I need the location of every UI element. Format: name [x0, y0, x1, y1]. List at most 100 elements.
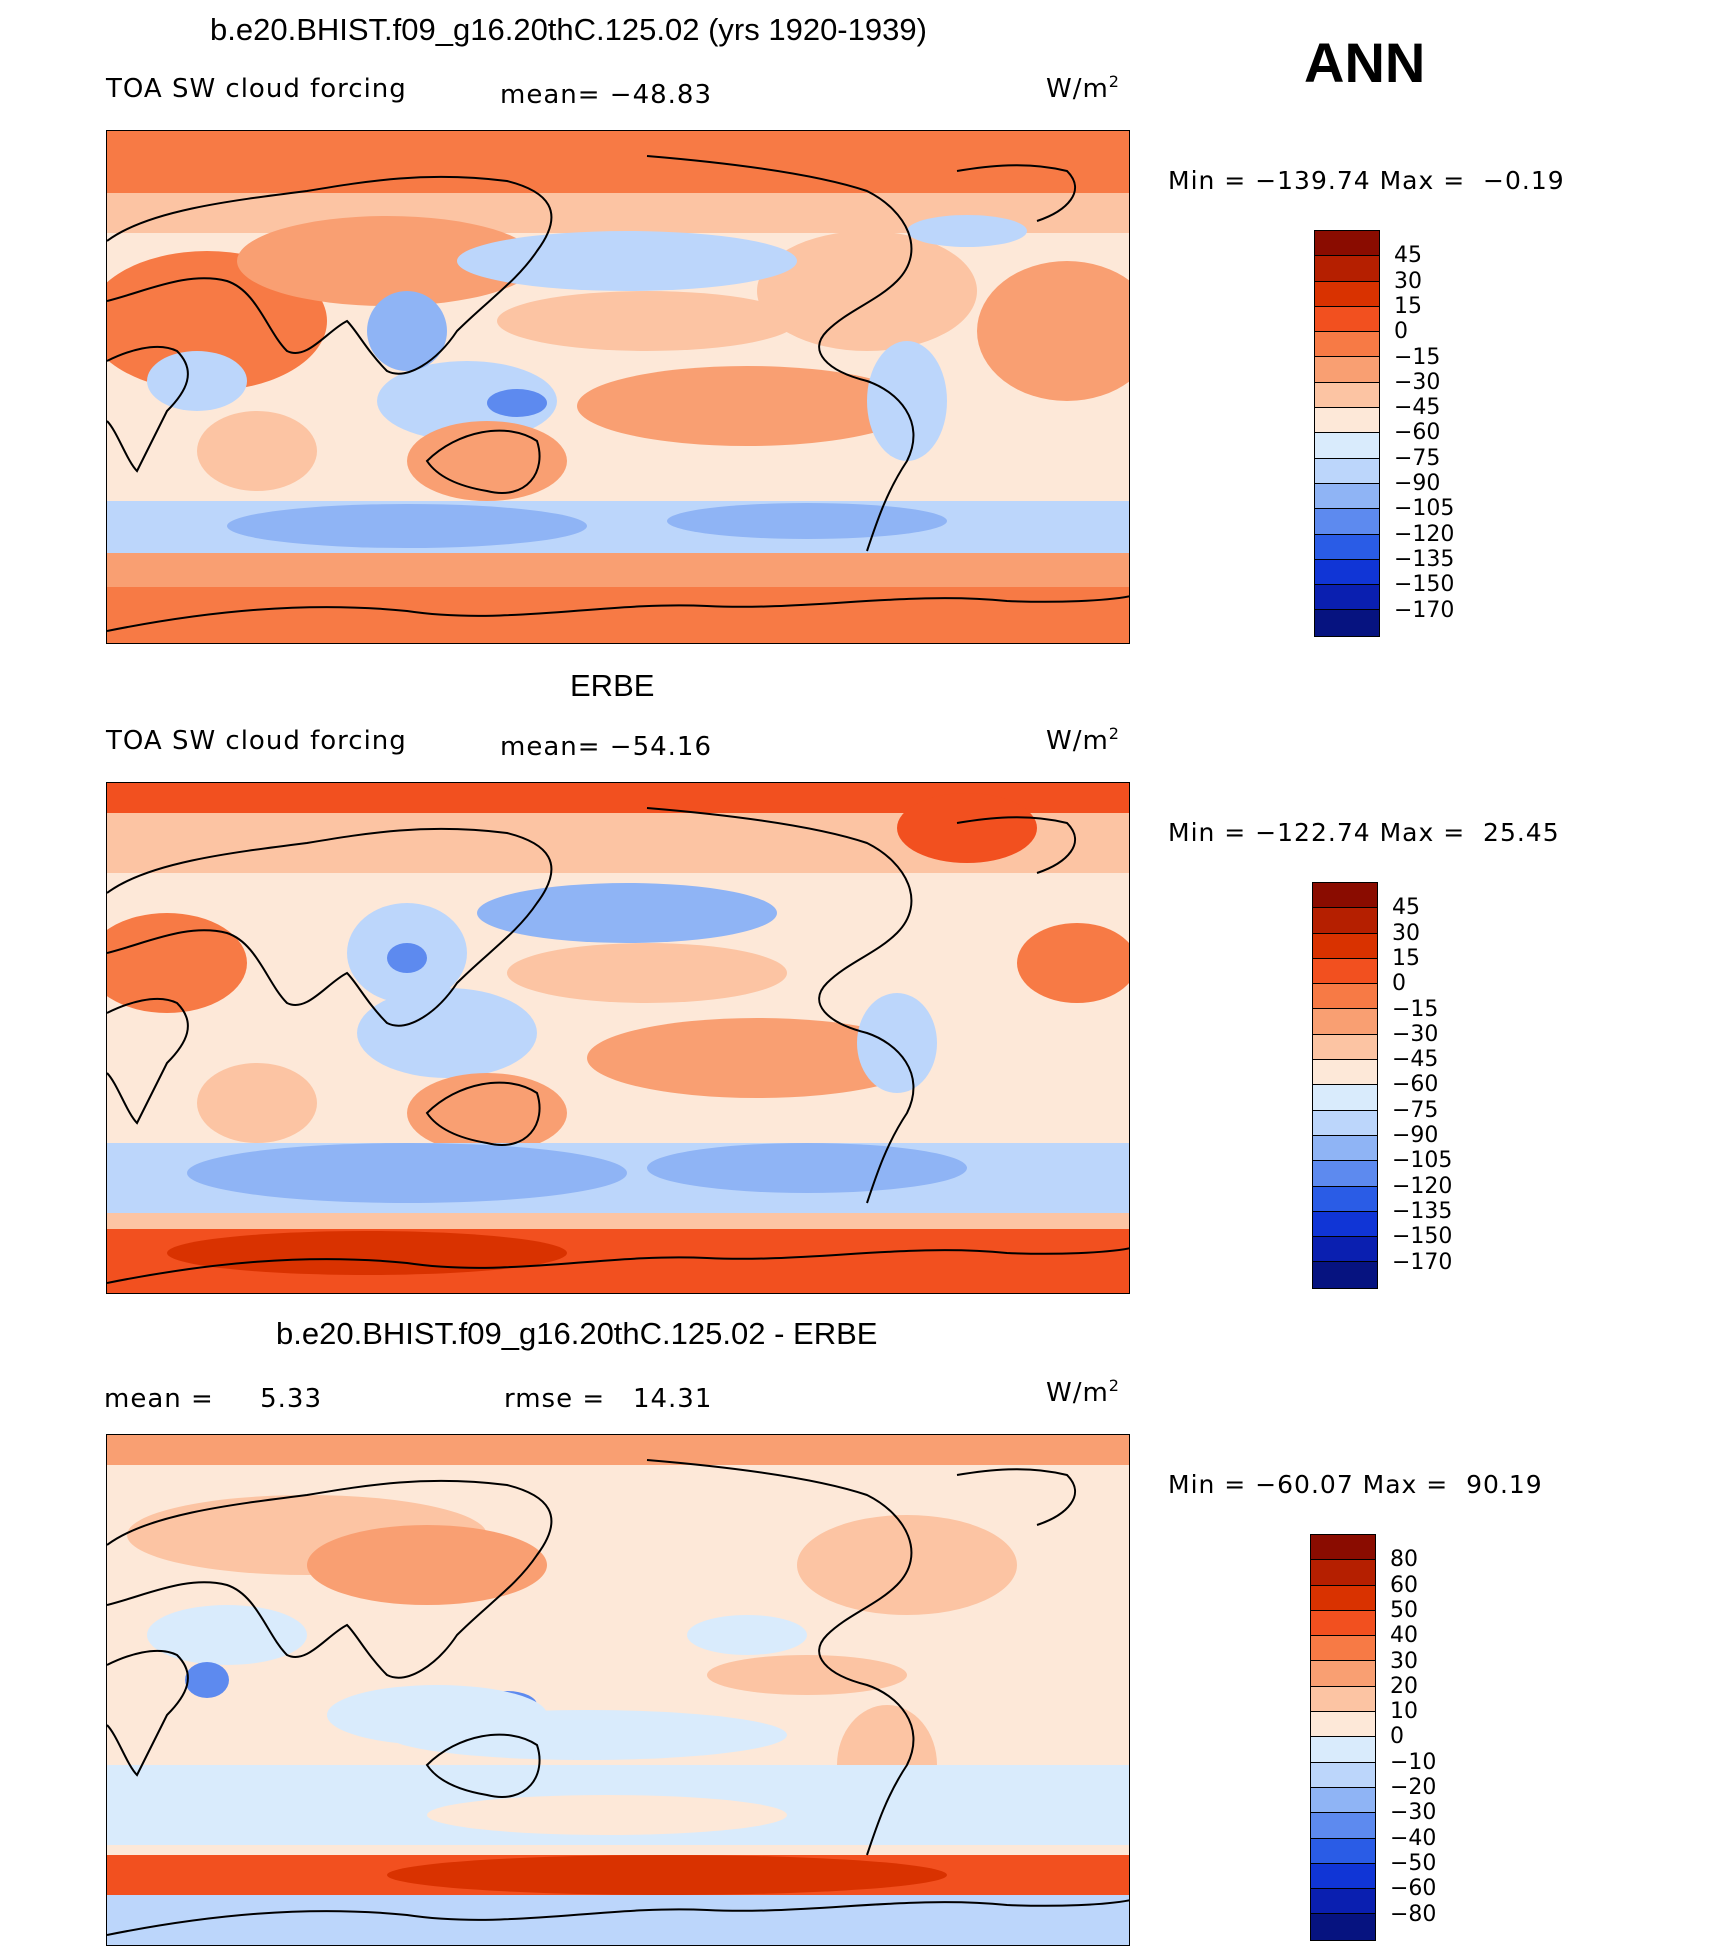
colorbar-label: 20 — [1390, 1673, 1418, 1699]
colorbar-label: −120 — [1394, 521, 1455, 547]
colorbar-swatch — [1313, 1009, 1377, 1035]
colorbar-swatch — [1313, 933, 1377, 959]
colorbar-label: −60 — [1392, 1072, 1439, 1098]
colorbar-swatch — [1313, 908, 1377, 934]
panel-1-minmax: Min = −139.74 Max = −0.19 — [1168, 166, 1565, 195]
colorbar-swatch — [1311, 1737, 1375, 1763]
colorbar-label: −170 — [1394, 597, 1455, 623]
panel-2-minmax: Min = −122.74 Max = 25.45 — [1168, 818, 1560, 847]
colorbar-swatch — [1315, 610, 1379, 636]
colorbar-swatch — [1315, 357, 1379, 383]
colorbar-label: −30 — [1394, 369, 1441, 395]
colorbar-swatch — [1311, 1686, 1375, 1713]
colorbar-swatch — [1315, 382, 1379, 409]
colorbar-label: −15 — [1392, 996, 1439, 1022]
colorbar-swatch — [1311, 1762, 1375, 1788]
colorbar-label: −150 — [1394, 572, 1455, 598]
colorbar-swatch — [1311, 1661, 1375, 1687]
colorbar-label: −75 — [1392, 1097, 1439, 1123]
colorbar-swatch — [1311, 1838, 1375, 1864]
colorbar-label: 80 — [1390, 1547, 1418, 1573]
panel-3-units: W/m2 — [1046, 1376, 1120, 1408]
colorbar-swatch — [1311, 1636, 1375, 1662]
colorbar-label: 30 — [1390, 1648, 1418, 1674]
colorbar-label: −150 — [1392, 1224, 1453, 1250]
colorbar-swatch — [1315, 281, 1379, 307]
colorbar-label: −90 — [1394, 471, 1441, 496]
colorbar-label: −135 — [1394, 546, 1455, 572]
colorbar-swatch — [1313, 984, 1377, 1010]
colorbar-label: 15 — [1392, 945, 1420, 971]
colorbar-swatch — [1315, 559, 1379, 586]
colorbar-swatch — [1311, 1914, 1375, 1940]
colorbar-label: −45 — [1392, 1047, 1439, 1073]
colorbar-label: 50 — [1390, 1597, 1418, 1623]
panel-1-variable-label: TOA SW cloud forcing — [106, 74, 407, 104]
colorbar-swatch — [1313, 1211, 1377, 1238]
colorbar-label: 60 — [1390, 1572, 1418, 1598]
colorbar-swatch — [1311, 1560, 1375, 1586]
colorbar-label: −75 — [1394, 445, 1441, 471]
colorbar-swatch — [1313, 1060, 1377, 1086]
panel-1-map — [106, 130, 1130, 644]
colorbar-swatch — [1313, 1034, 1377, 1061]
colorbar-label: −30 — [1390, 1800, 1437, 1826]
panel-1-units: W/m2 — [1046, 72, 1120, 104]
colorbar-swatch — [1313, 1110, 1377, 1136]
colorbar-label: −15 — [1394, 344, 1441, 370]
colorbar-swatch — [1313, 958, 1377, 985]
colorbar-label: −10 — [1390, 1749, 1437, 1775]
colorbar-swatch — [1315, 483, 1379, 510]
panel-2-title: ERBE — [570, 668, 655, 703]
panel-2-mean-label: mean= −54.16 — [500, 732, 713, 762]
panel-2-variable-label: TOA SW cloud forcing — [106, 726, 407, 756]
colorbar-label: −50 — [1390, 1850, 1437, 1876]
colorbar-swatch — [1311, 1610, 1375, 1637]
colorbar-swatch — [1311, 1813, 1375, 1839]
colorbar-label: 45 — [1392, 895, 1420, 921]
colorbar-label: −90 — [1392, 1123, 1439, 1148]
colorbar-label: 0 — [1392, 971, 1406, 997]
panel-3-mean-label: mean = 5.33 — [104, 1384, 322, 1414]
panel-1-title: b.e20.BHIST.f09_g16.20thC.125.02 (yrs 19… — [210, 12, 927, 47]
panel-3-minmax: Min = −60.07 Max = 90.19 — [1168, 1470, 1543, 1499]
colorbar-swatch — [1311, 1535, 1375, 1561]
colorbar-swatch — [1315, 509, 1379, 535]
colorbar-swatch — [1311, 1585, 1375, 1611]
colorbar-label: −105 — [1392, 1148, 1453, 1174]
colorbar-label: 40 — [1390, 1623, 1418, 1649]
colorbar-label: 30 — [1394, 268, 1422, 294]
colorbar-label: −60 — [1390, 1876, 1437, 1902]
panel-2-colorbar-swatches — [1312, 882, 1378, 1289]
colorbar-swatch — [1315, 231, 1379, 257]
colorbar-swatch — [1313, 1262, 1377, 1288]
colorbar-swatch — [1313, 1085, 1377, 1111]
colorbar-swatch — [1315, 256, 1379, 282]
panel-2-units: W/m2 — [1046, 724, 1120, 756]
panel-1-mean-label: mean= −48.83 — [500, 80, 713, 110]
colorbar-swatch — [1311, 1712, 1375, 1738]
colorbar-label: −120 — [1392, 1173, 1453, 1199]
colorbar-swatch — [1311, 1863, 1375, 1890]
colorbar-label: −40 — [1390, 1825, 1437, 1851]
colorbar-swatch — [1311, 1889, 1375, 1915]
colorbar-label: 45 — [1394, 243, 1422, 269]
colorbar-swatch — [1315, 433, 1379, 459]
panel-3-rmse-label: rmse = 14.31 — [504, 1384, 713, 1414]
season-label: ANN — [1304, 31, 1426, 94]
colorbar-label: −105 — [1394, 496, 1455, 522]
colorbar-swatch — [1315, 534, 1379, 560]
panel-3-map — [106, 1434, 1130, 1946]
colorbar-label: 15 — [1394, 293, 1422, 319]
colorbar-label: −30 — [1392, 1021, 1439, 1047]
colorbar-label: 0 — [1394, 319, 1408, 345]
panel-1-colorbar-swatches — [1314, 230, 1380, 637]
panel-3-colorbar-swatches — [1310, 1534, 1376, 1941]
colorbar-label: −20 — [1390, 1775, 1437, 1800]
colorbar-label: −80 — [1390, 1901, 1437, 1927]
colorbar-label: −170 — [1392, 1249, 1453, 1275]
colorbar-swatch — [1315, 408, 1379, 434]
colorbar-swatch — [1311, 1787, 1375, 1814]
colorbar-swatch — [1315, 332, 1379, 358]
colorbar-label: 30 — [1392, 920, 1420, 946]
